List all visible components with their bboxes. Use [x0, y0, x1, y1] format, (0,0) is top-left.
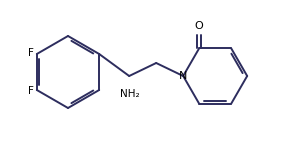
Text: F: F	[28, 86, 34, 96]
Text: O: O	[195, 21, 203, 31]
Text: NH₂: NH₂	[120, 89, 140, 99]
Text: F: F	[28, 48, 34, 58]
Text: N: N	[179, 71, 187, 81]
